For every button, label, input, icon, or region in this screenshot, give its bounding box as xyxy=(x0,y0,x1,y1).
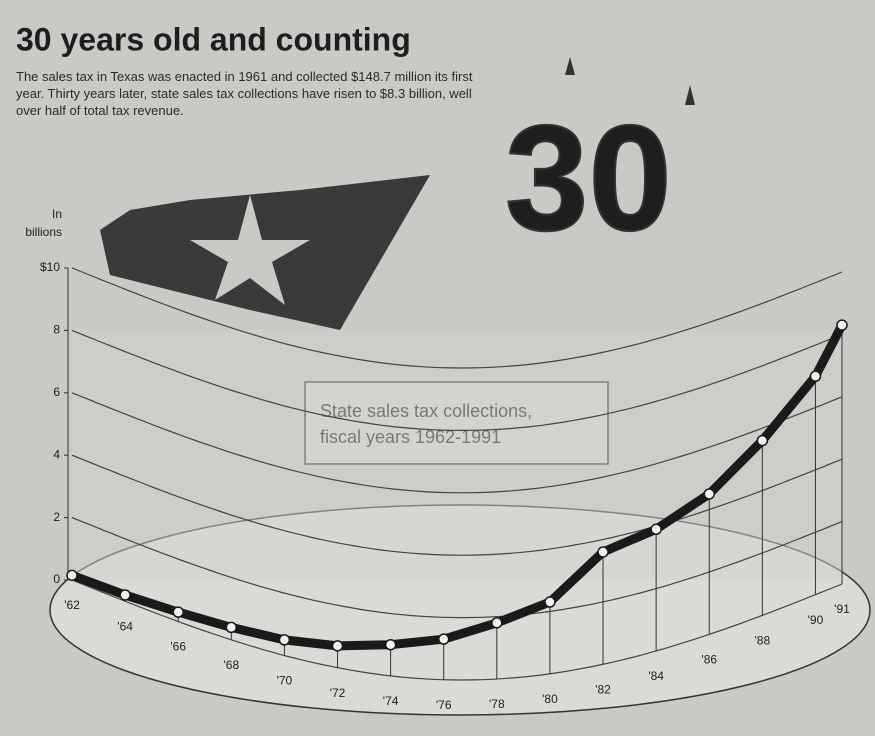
grid-line xyxy=(71,454,843,556)
data-point xyxy=(756,434,769,447)
grid-line xyxy=(71,579,843,681)
x-tick-label: '80 xyxy=(542,692,558,706)
data-point xyxy=(331,640,344,652)
x-tick-label: '66 xyxy=(170,640,186,654)
x-tick-label: '74 xyxy=(383,694,399,708)
data-point xyxy=(703,488,715,500)
x-tick-label: '90 xyxy=(808,613,824,627)
x-tick-label: '78 xyxy=(489,697,505,711)
x-tick-label: '86 xyxy=(701,653,717,667)
chart-subtitle: The sales tax in Texas was enacted in 19… xyxy=(16,69,473,118)
x-tick-label: '88 xyxy=(755,634,771,648)
y-tick-label: $10 xyxy=(40,260,60,274)
data-point xyxy=(650,523,662,536)
grid-line xyxy=(71,392,843,494)
cake-side xyxy=(72,330,842,580)
x-tick-label: '82 xyxy=(595,682,611,696)
x-tick-label: '68 xyxy=(223,658,239,672)
x-tick-label: '91 xyxy=(834,602,850,616)
data-point xyxy=(278,634,291,646)
data-point xyxy=(809,370,822,383)
grid-line xyxy=(71,267,843,369)
y-axis-label: In billions xyxy=(25,207,62,239)
x-tick-label: '70 xyxy=(277,674,293,688)
flag-star xyxy=(190,195,310,305)
x-tick-label: '62 xyxy=(64,598,80,612)
grid-line xyxy=(71,517,843,619)
subtitle-box: The sales tax in Texas was enacted in 19… xyxy=(16,69,473,118)
grid-line xyxy=(71,329,843,432)
y-tick-label: 6 xyxy=(53,385,60,399)
x-tick-label: '84 xyxy=(648,669,664,683)
data-point xyxy=(119,589,131,601)
data-point xyxy=(172,606,184,618)
data-point xyxy=(597,546,609,558)
data-point xyxy=(225,621,238,634)
data-point xyxy=(384,638,397,651)
data-point xyxy=(491,617,503,629)
chart-title: 30 years old and counting xyxy=(16,21,411,57)
data-point xyxy=(66,569,78,582)
x-tick-label: '72 xyxy=(330,686,346,700)
data-point xyxy=(836,319,848,331)
data-point xyxy=(544,596,556,608)
y-tick-label: 8 xyxy=(53,323,60,337)
x-tick-label: '76 xyxy=(436,698,452,712)
candle-digits: 30 xyxy=(505,94,672,262)
y-tick-label: 0 xyxy=(53,572,60,586)
x-tick-label: '64 xyxy=(117,619,133,633)
data-line xyxy=(70,323,846,651)
y-tick-label: 4 xyxy=(53,447,60,461)
data-point xyxy=(437,633,450,645)
y-tick-label: 2 xyxy=(53,510,60,524)
